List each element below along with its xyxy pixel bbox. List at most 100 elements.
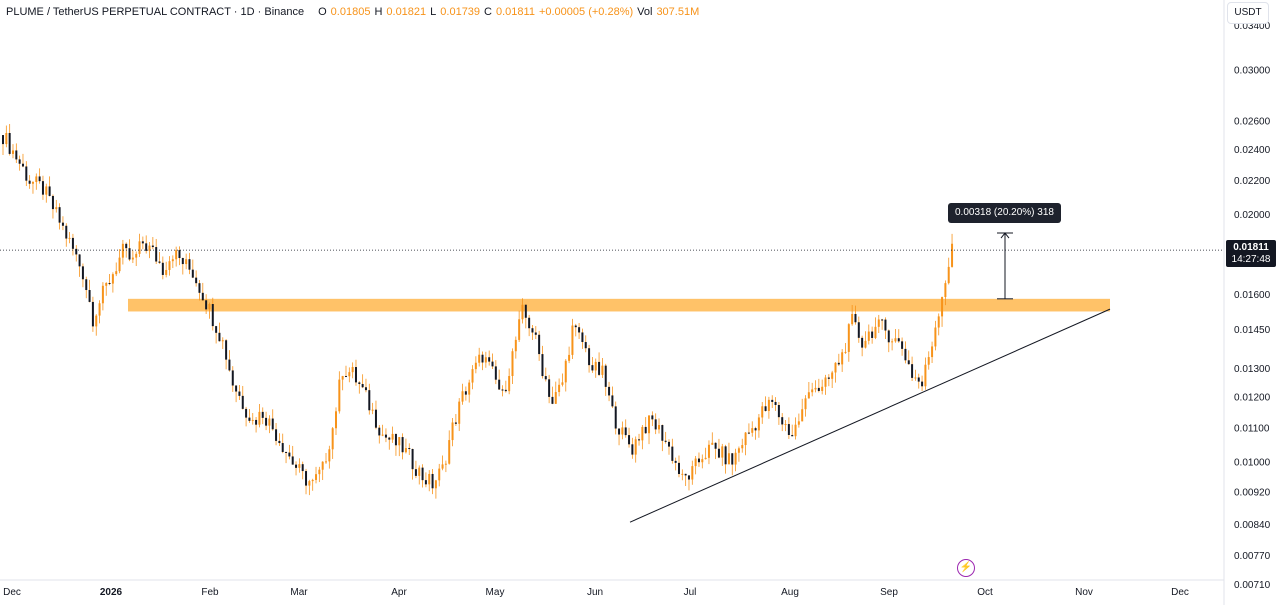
candle-body bbox=[285, 451, 288, 453]
y-tick-label: 0.00840 bbox=[1234, 520, 1271, 531]
candle-body bbox=[368, 390, 371, 411]
candle-body bbox=[185, 259, 188, 265]
candle-body bbox=[11, 150, 14, 154]
candle-body bbox=[468, 382, 471, 395]
candle-body bbox=[351, 367, 354, 373]
candle-body bbox=[634, 439, 637, 455]
candle-body bbox=[308, 481, 311, 486]
candle-body bbox=[511, 351, 514, 376]
candle-body bbox=[55, 207, 58, 210]
candle-body bbox=[155, 247, 158, 262]
candle-body bbox=[301, 464, 304, 472]
candle-body bbox=[278, 440, 281, 444]
candle-body bbox=[934, 327, 937, 347]
volume-value: 307.51M bbox=[656, 6, 700, 18]
candle-body bbox=[534, 332, 537, 335]
candle-body bbox=[148, 245, 151, 251]
candle-body bbox=[834, 362, 837, 373]
candle-body bbox=[488, 357, 491, 362]
candle-body bbox=[51, 195, 54, 210]
candle-body bbox=[804, 398, 807, 410]
candle-body bbox=[548, 379, 551, 397]
lightning-icon[interactable]: ⚡ bbox=[957, 559, 975, 577]
candle-body bbox=[325, 461, 328, 463]
candle-body bbox=[441, 464, 444, 469]
candle-body bbox=[35, 176, 38, 183]
candle-body bbox=[328, 449, 331, 462]
high-label: H bbox=[374, 6, 383, 18]
measure-tool-label[interactable]: 0.00318 (20.20%) 318 bbox=[948, 203, 1061, 223]
change-value: +0.00005 (+0.28%) bbox=[538, 6, 634, 18]
volume-label: Vol bbox=[637, 6, 653, 18]
candle-body bbox=[754, 428, 757, 431]
candle-body bbox=[474, 362, 477, 370]
candle-body bbox=[731, 453, 734, 465]
candle-body bbox=[741, 445, 744, 449]
candle-body bbox=[451, 422, 454, 441]
candle-body bbox=[31, 182, 34, 184]
candle-body bbox=[734, 452, 737, 465]
candle-body bbox=[854, 313, 857, 323]
candle-body bbox=[231, 370, 234, 386]
candle-body bbox=[591, 365, 594, 371]
y-tick-label: 0.02400 bbox=[1234, 145, 1271, 156]
candle-body bbox=[594, 361, 597, 371]
candle-body bbox=[145, 243, 148, 251]
candle-body bbox=[871, 331, 874, 338]
candle-body bbox=[251, 419, 254, 421]
candle-body bbox=[897, 338, 900, 342]
candle-body bbox=[75, 248, 78, 255]
candle-body bbox=[787, 424, 790, 435]
candle-body bbox=[424, 480, 427, 485]
x-tick-label: Jul bbox=[684, 587, 697, 598]
candle-body bbox=[777, 404, 780, 418]
candle-body bbox=[118, 257, 121, 272]
candle-body bbox=[494, 366, 497, 380]
candle-body bbox=[598, 361, 601, 375]
currency-unit-button[interactable]: USDT bbox=[1227, 2, 1269, 24]
candle-body bbox=[791, 434, 794, 437]
candle-body bbox=[71, 237, 74, 249]
candle-body bbox=[914, 377, 917, 379]
candle-body bbox=[168, 261, 171, 270]
candle-body bbox=[677, 462, 680, 475]
candle-body bbox=[727, 453, 730, 465]
symbol-title[interactable]: PLUME / TetherUS PERPETUAL CONTRACT · 1D… bbox=[6, 6, 305, 18]
y-tick-label: 0.01600 bbox=[1234, 290, 1271, 301]
candle-body bbox=[258, 411, 261, 425]
x-tick-label: Nov bbox=[1075, 587, 1093, 598]
candle-body bbox=[271, 418, 274, 430]
candle-body bbox=[221, 340, 224, 342]
candle-body bbox=[48, 186, 51, 196]
open-label: O bbox=[318, 6, 327, 18]
candle-body bbox=[408, 448, 411, 450]
x-tick-label: Dec bbox=[3, 587, 21, 598]
support-trendline bbox=[629, 308, 1111, 523]
candle-body bbox=[618, 428, 621, 435]
candle-body bbox=[518, 319, 521, 340]
candle-body bbox=[937, 316, 940, 328]
candle-body bbox=[564, 360, 567, 383]
candle-body bbox=[374, 409, 377, 428]
candle-body bbox=[764, 406, 767, 411]
candle-body bbox=[98, 303, 101, 316]
candle-body bbox=[394, 433, 397, 446]
candle-body bbox=[528, 317, 531, 329]
candle-body bbox=[721, 446, 724, 458]
candle-body bbox=[924, 364, 927, 387]
x-tick-label: Sep bbox=[880, 587, 898, 598]
candle-body bbox=[18, 159, 21, 164]
candle-body bbox=[941, 297, 944, 317]
candle-body bbox=[105, 283, 108, 286]
candle-body bbox=[681, 473, 684, 475]
candle-body bbox=[291, 456, 294, 465]
y-tick-label: 0.01200 bbox=[1234, 393, 1271, 404]
candle-body bbox=[128, 248, 131, 260]
candle-body bbox=[295, 464, 298, 468]
candle-body bbox=[65, 225, 68, 239]
candle-body bbox=[608, 386, 611, 396]
y-tick-label: 0.01450 bbox=[1234, 325, 1271, 336]
candle-body bbox=[101, 285, 104, 304]
candle-body bbox=[8, 133, 11, 154]
